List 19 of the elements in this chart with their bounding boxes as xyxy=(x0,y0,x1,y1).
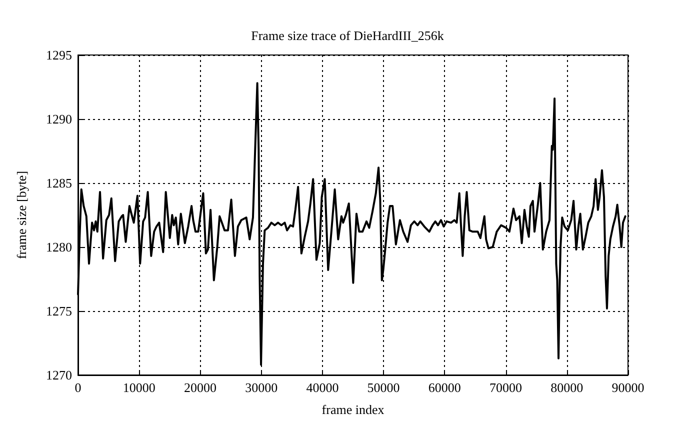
x-tick-label: 30000 xyxy=(245,380,278,395)
x-tick-label: 40000 xyxy=(306,380,339,395)
y-axis-title: frame size [byte] xyxy=(14,170,29,260)
chart-title: Frame size trace of DieHardIII_256k xyxy=(251,28,444,43)
y-tick-label: 1275 xyxy=(46,304,72,318)
x-tick-label: 80000 xyxy=(550,380,584,395)
x-tick-label: 70000 xyxy=(490,380,522,395)
x-tick-label: 20000 xyxy=(184,380,216,395)
x-tick-label: 10000 xyxy=(122,380,156,395)
x-tick-label: 50000 xyxy=(367,380,400,395)
x-axis-title: frame index xyxy=(322,402,385,417)
y-tick-label: 1295 xyxy=(46,48,72,62)
y-tick-label: 1290 xyxy=(46,112,72,126)
x-tick-label: 0 xyxy=(74,380,82,395)
y-tick-label: 1270 xyxy=(46,368,72,382)
x-tick-label: 60000 xyxy=(428,380,461,395)
y-tick-label: 1280 xyxy=(46,240,72,254)
x-tick-label: 90000 xyxy=(612,380,644,395)
y-tick-label: 1285 xyxy=(46,176,72,190)
